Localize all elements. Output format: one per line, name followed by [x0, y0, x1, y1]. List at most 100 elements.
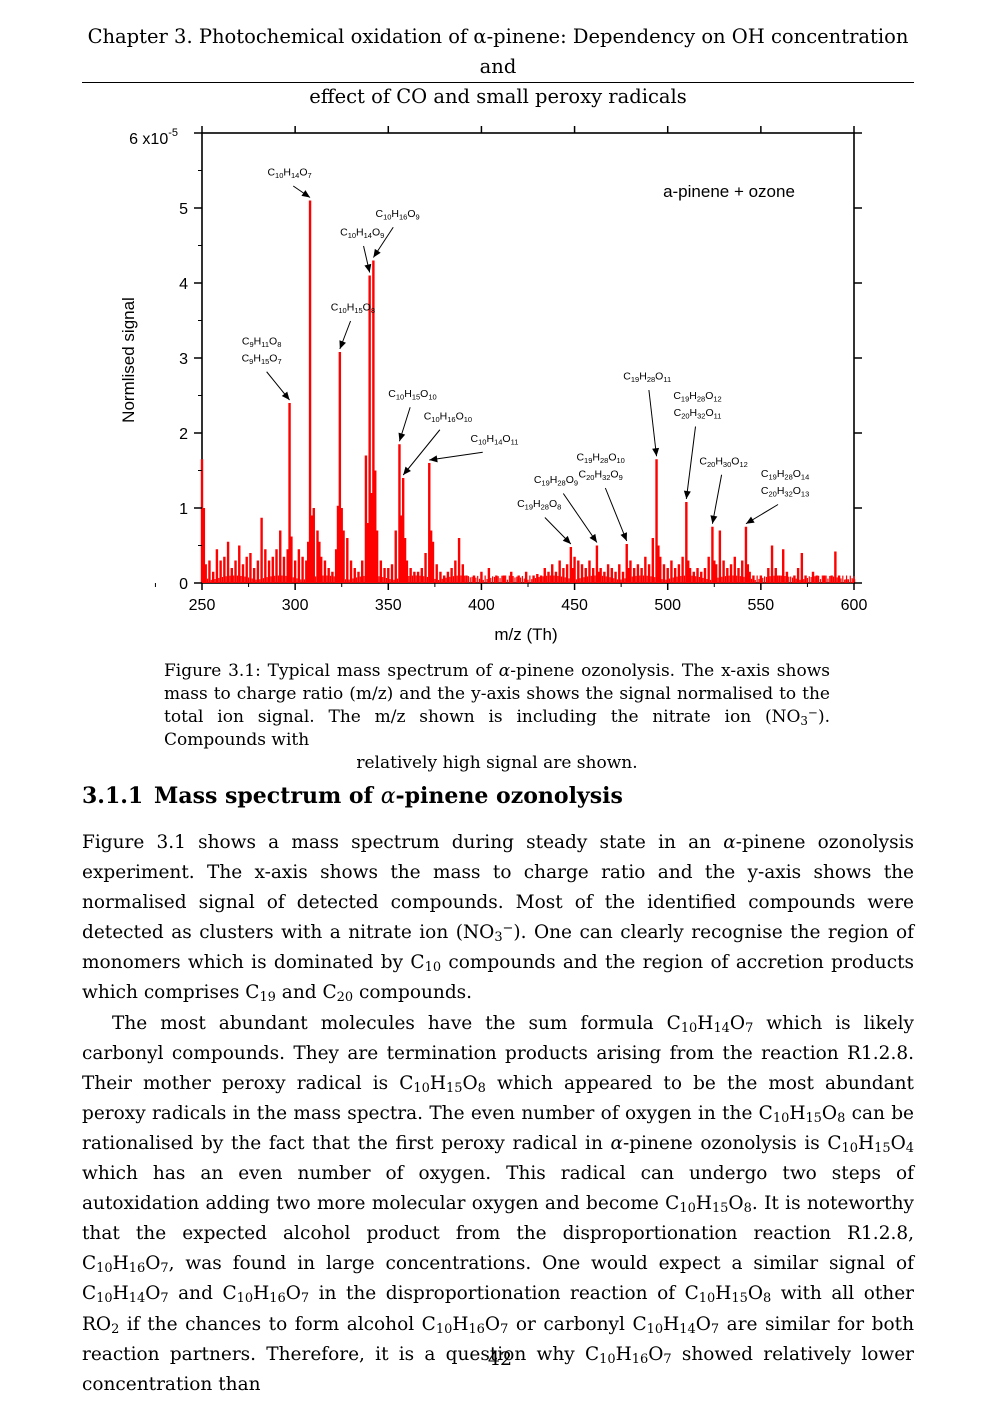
noise-bar	[477, 575, 479, 583]
noise-bar	[505, 575, 507, 583]
noise-bar	[534, 578, 537, 583]
annotation-arrow-head	[339, 340, 346, 349]
noise-bar	[758, 578, 760, 583]
noise-bar	[594, 575, 596, 583]
spectrum-bar	[565, 564, 569, 583]
annotation-arrow-head	[683, 490, 691, 499]
noise-bar	[316, 577, 319, 583]
spectrum-bar	[592, 568, 595, 583]
spectrum-bar	[577, 560, 580, 583]
spectrum-bar	[290, 536, 293, 583]
section-title-b: -pinene ozonolysis	[395, 783, 623, 809]
noise-bar	[469, 577, 471, 583]
noise-bar	[290, 576, 293, 583]
noise-bar	[300, 579, 302, 583]
noise-bar	[795, 578, 797, 583]
noise-bar	[624, 578, 626, 583]
noise-bar	[363, 575, 365, 583]
noise-bar	[395, 575, 397, 583]
noise-bar	[223, 577, 225, 583]
figure-caption: Figure 3.1: Typical mass spectrum of α-p…	[164, 660, 830, 775]
noise-bar	[605, 576, 607, 583]
noise-bar	[272, 577, 274, 583]
spectrum-bar	[306, 541, 310, 583]
noise-bar	[723, 577, 725, 583]
spectrum-bar	[200, 459, 204, 583]
noise-bar	[398, 575, 401, 583]
spectrum-bar	[741, 560, 744, 583]
noise-bar	[609, 577, 611, 583]
spectrum-bar	[390, 564, 394, 583]
spectrum-bar	[737, 568, 740, 583]
noise-bar	[445, 577, 447, 583]
spectrum-bar	[370, 493, 373, 583]
noise-bar	[575, 579, 578, 583]
spectrum-bar	[726, 568, 729, 583]
noise-bar	[767, 577, 769, 583]
y-tick-label: 6 x10-5	[129, 127, 178, 148]
noise-bar	[259, 579, 261, 583]
noise-bar	[268, 576, 270, 583]
y-tick-label: 0	[179, 576, 188, 593]
noise-bar	[607, 576, 609, 583]
noise-bar	[432, 575, 434, 583]
noise-bar	[831, 577, 833, 583]
noise-bar	[616, 579, 619, 583]
noise-bar	[626, 576, 628, 583]
noise-bar	[622, 575, 624, 583]
spectrum-bar	[657, 545, 660, 583]
noise-bar	[460, 575, 462, 583]
noise-bar	[659, 575, 661, 583]
noise-bar	[814, 576, 816, 583]
spectrum-bar	[662, 564, 666, 583]
noise-bar	[257, 575, 259, 583]
axis-ticks: 250 300 350 400 450 500 550 600 0 1 2 3 4 5 6 x10-5	[129, 126, 867, 614]
noise-bar	[320, 578, 322, 583]
y-tick-label: 2	[179, 426, 188, 443]
spectrum-bar	[487, 568, 491, 583]
caption-text-c: ). Compounds with	[164, 707, 830, 750]
noise-bar	[540, 576, 542, 583]
noise-bar	[573, 575, 576, 583]
annotation-arrow-head	[301, 190, 311, 198]
annotation-arrow-line	[604, 487, 628, 542]
noise-bar	[709, 579, 712, 583]
noise-bar	[449, 576, 451, 583]
noise-bar	[324, 579, 326, 583]
noise-bar	[583, 577, 585, 583]
noise-bar	[234, 579, 237, 583]
noise-bar	[734, 579, 736, 583]
noise-bar	[415, 575, 417, 583]
noise-bar	[229, 575, 231, 583]
spectrum-bar	[342, 530, 345, 583]
noise-bar	[346, 575, 348, 583]
spectrum-bar	[301, 556, 304, 583]
noise-bar	[514, 577, 516, 583]
noise-bar	[538, 577, 540, 583]
noise-bar	[389, 579, 391, 583]
noise-bar	[641, 579, 643, 583]
section-alpha: α	[380, 784, 396, 809]
spectrum-bar	[275, 549, 278, 583]
noise-bar	[270, 576, 272, 583]
noise-bar	[305, 575, 307, 583]
noise-bar	[531, 579, 533, 583]
noise-bar	[773, 575, 775, 583]
spectrum-bar	[782, 549, 785, 583]
noise-bar	[560, 576, 563, 583]
noise-bar	[447, 576, 449, 583]
spectrum-bar	[264, 549, 267, 583]
noise-bar	[769, 576, 771, 583]
spectrum-bar	[279, 530, 282, 583]
header-rule	[82, 82, 914, 83]
noise-bar	[421, 578, 423, 583]
spectrum-bar	[387, 568, 390, 583]
noise-bar	[335, 576, 337, 583]
spectrum-bar	[692, 571, 695, 583]
y-axis-label: Normlised signal	[119, 297, 138, 423]
spectrum-bar	[651, 538, 655, 583]
peak-label: C10H14O7	[267, 167, 311, 181]
noise-bar	[523, 578, 525, 583]
spectrum-bar	[629, 560, 632, 583]
peak-label: C9H11O8	[242, 335, 282, 349]
